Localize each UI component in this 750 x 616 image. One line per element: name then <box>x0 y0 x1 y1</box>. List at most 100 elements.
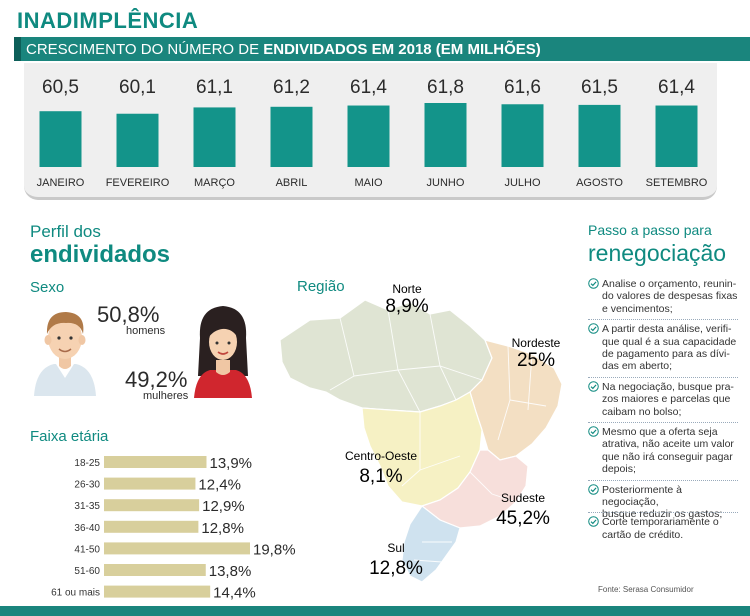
step-separator <box>588 512 738 514</box>
step-text-line: que não irá conseguir pagar <box>602 450 733 463</box>
age-bar <box>104 499 200 512</box>
chart-title-prefix: CRESCIMENTO DO NÚMERO DE <box>26 41 260 58</box>
month-bar <box>501 104 544 167</box>
step-text-line: caibam no bolso; <box>602 405 682 418</box>
month-category-label: FEVEREIRO <box>106 177 170 189</box>
check-icon <box>588 278 599 289</box>
age-bar <box>104 456 207 468</box>
age-category-label: 26-30 <box>74 480 100 491</box>
chart-title-bold: ENDIVIDADOS EM 2018 (EM MILHÕES) <box>263 41 541 58</box>
step-item: Analise o orçamento, reunin-do valores d… <box>588 278 738 315</box>
region-value-sul: 12,8% <box>369 558 423 579</box>
bottom-bar <box>0 606 750 616</box>
step-text-line: do valores de despesas fixas <box>602 290 738 303</box>
step-separator <box>588 422 738 423</box>
month-value-label: 61,4 <box>658 77 695 98</box>
age-category-label: 41-50 <box>74 544 100 555</box>
age-value-label: 14,4% <box>213 585 256 600</box>
region-name-nordeste: Nordeste <box>512 336 561 350</box>
source-note: Fonte: Serasa Consumidor <box>598 585 694 594</box>
month-value-label: 61,6 <box>504 77 541 98</box>
age-bar <box>104 520 199 533</box>
step-text: Corte temporariamente o cartão de crédito… <box>588 516 738 541</box>
chart-title-bar: CRESCIMENTO DO NÚMERO DE ENDIVIDADOS EM … <box>14 37 750 61</box>
age-value-label: 12,9% <box>202 498 245 515</box>
step-item: A partir desta análise, verifi-que qual … <box>588 323 738 373</box>
region-name-sudeste: Sudeste <box>501 491 545 505</box>
region-name-centro-oeste: Centro-Oeste <box>345 449 417 463</box>
sexo-label: Sexo <box>30 279 65 296</box>
region-name-sul: Sul <box>387 541 404 555</box>
step-item: Posteriormente à negociação, busque reduz… <box>588 484 738 521</box>
steps-title-big: renegociação <box>588 240 727 266</box>
step-text-line: Mesmo que a oferta seja <box>602 426 718 438</box>
month-bar <box>116 113 159 167</box>
month-bar <box>655 105 698 167</box>
man-avatar-icon <box>34 312 96 396</box>
age-value-label: 12,8% <box>201 520 244 537</box>
month-value-label: 61,4 <box>350 77 387 98</box>
map-region-sul <box>401 505 461 583</box>
step-separator <box>588 376 738 378</box>
men-label: homens <box>126 325 166 337</box>
region-value-nordeste: 25% <box>517 350 555 371</box>
month-value-label: 60,5 <box>42 77 79 98</box>
step-text-line: Na negociação, busque pra- <box>602 380 734 393</box>
age-category-label: 51-60 <box>74 566 100 577</box>
step-text-line: depois; <box>602 463 636 476</box>
month-value-label: 60,1 <box>119 77 156 98</box>
age-bar <box>104 477 196 490</box>
brazil-region-map: Norte 8,9% Nordeste 25% Centro-Oeste 8,1… <box>279 282 563 583</box>
monthly-bar-chart: 60,5 JANEIRO 60,1 FEVEREIRO 61,1 MARÇO 61,2 ABR… <box>37 77 708 189</box>
step-text: Na negociação, busque pra-zos maiores e … <box>588 381 738 418</box>
steps-title-small: Passo a passo para <box>588 222 712 238</box>
title-bar-tag <box>14 37 21 61</box>
step-text-line: cartão de crédito. <box>602 528 684 541</box>
age-bar-chart: 18-25 13,9% 26-30 12,4% 31-35 12,9% 36-40 12,8%… <box>51 455 295 600</box>
step-text-line: das em aberto; <box>602 360 673 373</box>
step-separator <box>588 479 738 481</box>
check-icon <box>588 426 599 437</box>
map-region-sudeste <box>420 449 529 529</box>
step-text-line: de pagamento para as dívi- <box>602 348 730 360</box>
step-text: A partir desta análise, verifi-que qual … <box>588 323 738 373</box>
step-text-line: que qual é a sua capacidade <box>602 335 737 348</box>
step-text-line: busque reduzir os gastos; <box>602 508 723 521</box>
step-text-line: atrativa, não aceite um valor <box>602 438 734 451</box>
month-bar <box>347 105 390 167</box>
step-separator <box>588 319 738 321</box>
age-category-label: 18-25 <box>74 458 100 469</box>
step-item: Mesmo que a oferta seja atrativa, não ace… <box>588 426 738 476</box>
age-bar <box>104 542 250 555</box>
women-label: mulheres <box>143 390 189 402</box>
men-percentage: 50,8% <box>97 302 160 327</box>
perfil-title-big: endividados <box>30 241 171 268</box>
check-icon <box>588 381 599 392</box>
perfil-title-small: Perfil dos <box>30 222 101 241</box>
month-value-label: 61,5 <box>581 77 618 98</box>
month-category-label: JUNHO <box>427 177 465 189</box>
month-category-label: JANEIRO <box>37 177 85 189</box>
region-value-sudeste: 45,2% <box>496 508 550 529</box>
age-bar <box>104 585 211 598</box>
month-bar <box>578 104 621 167</box>
step-text-line: Posteriormente à negociação, <box>602 483 682 508</box>
region-value-norte: 8,9% <box>385 296 428 317</box>
step-item: Na negociação, busque pra-zos maiores e … <box>588 381 738 418</box>
month-value-label: 61,1 <box>196 77 233 98</box>
step-item: Corte temporariamente o cartão de crédito… <box>588 516 738 541</box>
page-title: INADIMPLÊNCIA <box>17 8 199 33</box>
month-bar <box>39 111 82 167</box>
check-icon <box>588 483 599 495</box>
age-value-label: 13,9% <box>209 455 252 472</box>
month-bar <box>193 107 236 167</box>
age-category-label: 61 ou mais <box>51 588 100 599</box>
regiao-label: Região <box>297 278 345 295</box>
month-bar <box>270 106 313 167</box>
step-text-line: Corte temporariamente o <box>602 516 719 529</box>
check-icon <box>588 323 599 334</box>
step-text: Analise o orçamento, reunin-do valores d… <box>588 278 738 315</box>
age-category-label: 31-35 <box>74 501 100 512</box>
step-text-line: e vencimentos; <box>602 302 673 315</box>
age-value-label: 13,8% <box>209 563 252 580</box>
